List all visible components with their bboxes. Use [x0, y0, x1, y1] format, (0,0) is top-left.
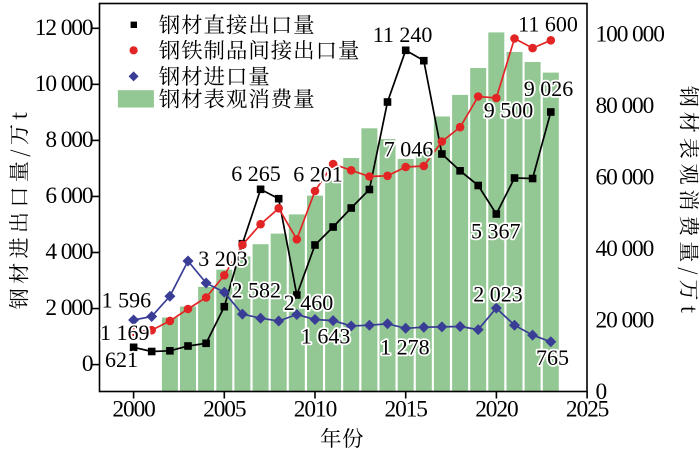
svg-text:2020: 2020: [475, 397, 518, 423]
svg-text:9 500: 9 500: [484, 98, 534, 123]
svg-text:2000: 2000: [112, 397, 155, 423]
svg-text:1 278: 1 278: [380, 335, 430, 360]
svg-text:11 240: 11 240: [373, 22, 433, 47]
svg-text:2 023: 2 023: [473, 282, 523, 307]
svg-text:4 000: 4 000: [45, 239, 93, 265]
svg-text:6 201: 6 201: [293, 161, 343, 186]
svg-text:20 000: 20 000: [596, 308, 654, 334]
svg-text:2010: 2010: [294, 397, 337, 423]
svg-text:11 600: 11 600: [518, 12, 578, 37]
svg-text:765: 765: [536, 345, 569, 370]
svg-text:0: 0: [82, 351, 93, 377]
svg-text:2 582: 2 582: [232, 278, 282, 303]
svg-text:2 460: 2 460: [284, 290, 334, 315]
svg-text:100 000: 100 000: [596, 22, 665, 48]
svg-text:60 000: 60 000: [596, 165, 654, 191]
svg-text:8 000: 8 000: [45, 127, 93, 153]
svg-text:2025: 2025: [566, 397, 609, 423]
svg-text:6 000: 6 000: [45, 183, 93, 209]
svg-text:0: 0: [596, 379, 607, 405]
svg-text:80 000: 80 000: [596, 93, 654, 119]
svg-text:7 046: 7 046: [384, 137, 434, 162]
svg-text:10 000: 10 000: [35, 71, 93, 97]
svg-text:5 367: 5 367: [471, 218, 521, 243]
svg-text:9 026: 9 026: [524, 76, 574, 101]
svg-text:6 265: 6 265: [231, 161, 281, 186]
svg-text:1 169: 1 169: [100, 320, 150, 345]
svg-text:2 000: 2 000: [45, 295, 93, 321]
svg-text:12 000: 12 000: [35, 15, 93, 41]
svg-text:2005: 2005: [203, 397, 246, 423]
svg-text:621: 621: [105, 347, 138, 372]
svg-text:2015: 2015: [385, 397, 428, 423]
svg-text:1 643: 1 643: [301, 324, 351, 349]
svg-text:40 000: 40 000: [596, 236, 654, 262]
svg-text:1 596: 1 596: [102, 287, 152, 312]
svg-text:3 203: 3 203: [198, 246, 248, 271]
